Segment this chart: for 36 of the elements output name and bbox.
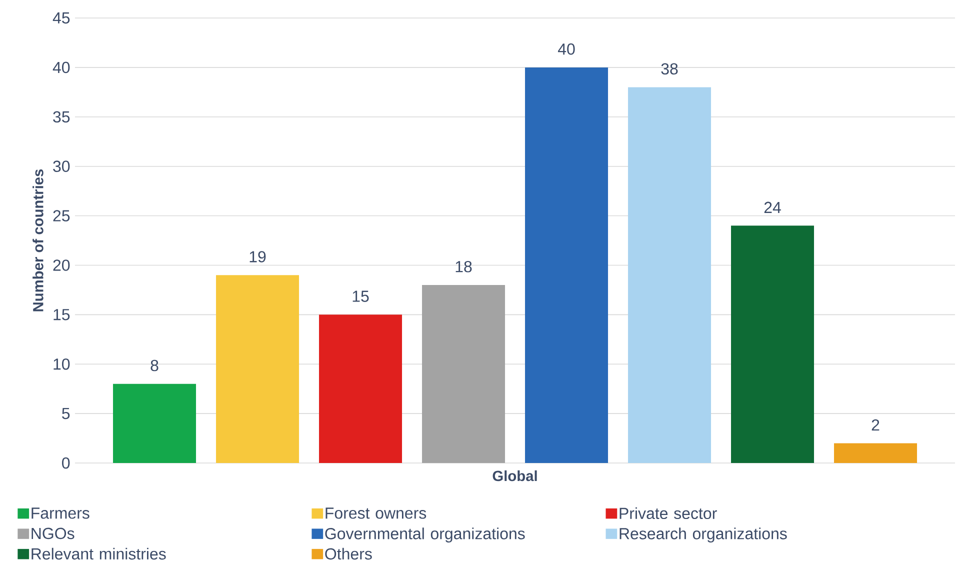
y-tick-label: 35 (53, 111, 70, 123)
legend-label: Governmental organizations (325, 528, 525, 542)
legend-label: Private sector (620, 507, 717, 520)
y-axis-title: Number of countries (32, 169, 44, 312)
y-tick-label: 5 (62, 408, 70, 420)
bar (113, 384, 196, 463)
bar (319, 314, 402, 463)
y-tick-label: 10 (54, 358, 70, 370)
data-label: 24 (764, 202, 781, 213)
bar (628, 87, 712, 463)
data-label: 8 (150, 360, 158, 372)
y-tick-label: 25 (53, 210, 70, 222)
y-tick-label: 45 (52, 12, 70, 24)
bar (216, 275, 300, 463)
data-label: 40 (558, 43, 575, 55)
y-tick-label: 40 (52, 62, 70, 74)
legend-label: NGOs (32, 528, 74, 540)
legend-label: Research organizations (620, 528, 787, 542)
bar (422, 285, 506, 463)
data-label: 19 (250, 251, 266, 262)
legend-label: Farmers (32, 508, 90, 519)
y-tick-label: 20 (53, 260, 70, 271)
bar (525, 67, 608, 463)
bar (731, 226, 814, 463)
y-tick-label: 30 (53, 160, 70, 172)
data-label: 2 (872, 419, 880, 431)
legend-label: Relevant ministries (32, 548, 166, 560)
data-label: 18 (456, 260, 472, 272)
data-label: 38 (661, 63, 678, 75)
x-tick-label: Global (492, 470, 537, 482)
y-tick-label: 0 (62, 457, 70, 469)
legend-label: Forest owners (326, 508, 426, 519)
data-label: 15 (352, 290, 369, 302)
bar (834, 443, 918, 463)
legend-label: Others (325, 548, 372, 560)
y-tick-label: 15 (54, 309, 70, 320)
